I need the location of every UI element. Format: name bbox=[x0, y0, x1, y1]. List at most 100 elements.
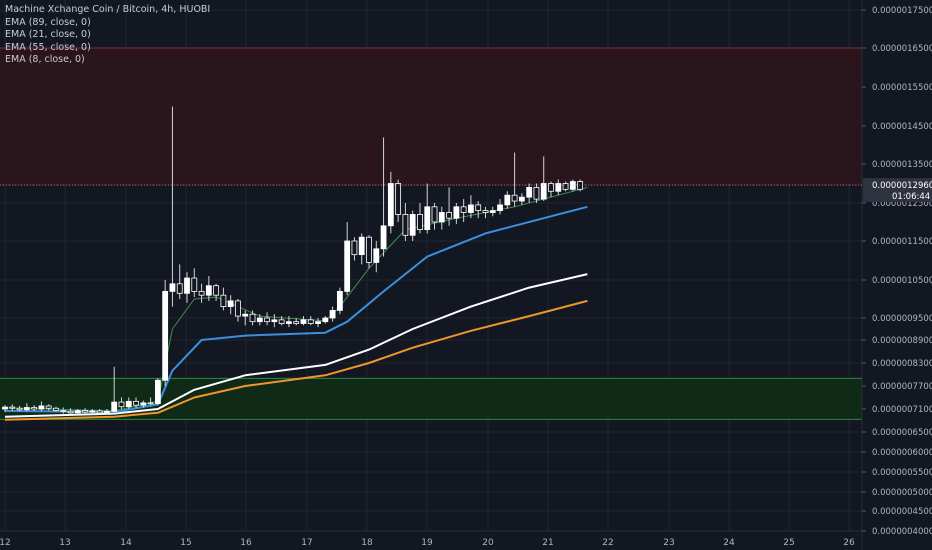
candle-body bbox=[89, 410, 96, 413]
y-tick-label: 0.0000004000 bbox=[872, 527, 932, 537]
candle-body bbox=[82, 410, 88, 413]
candle-body bbox=[387, 183, 394, 227]
candle-body bbox=[104, 410, 110, 414]
candle-body bbox=[431, 206, 438, 223]
candle-body bbox=[169, 283, 176, 292]
candle-body bbox=[235, 300, 241, 317]
x-tick-label: 17 bbox=[301, 538, 312, 548]
candle-body bbox=[111, 401, 118, 412]
candle-body bbox=[482, 210, 489, 213]
x-tick-label: 19 bbox=[421, 538, 433, 548]
y-tick-label: 0.0000007100 bbox=[872, 405, 932, 415]
candle-body bbox=[300, 319, 307, 324]
y-tick-label: 0.0000014500 bbox=[872, 122, 932, 132]
x-tick-label: 13 bbox=[59, 538, 70, 548]
candle-body bbox=[67, 410, 74, 414]
x-tick-label: 25 bbox=[783, 538, 794, 548]
candle-body bbox=[16, 407, 23, 411]
y-tick-label: 0.0000006500 bbox=[872, 428, 932, 438]
y-tick-label: 0.0000017500 bbox=[872, 6, 932, 16]
x-tick-label: 23 bbox=[663, 538, 674, 548]
candle-body bbox=[366, 236, 372, 263]
y-tick-label: 0.0000015500 bbox=[872, 83, 932, 93]
candle-body bbox=[293, 321, 300, 324]
candle-body bbox=[256, 317, 263, 323]
y-tick-label: 0.0000004500 bbox=[872, 507, 932, 517]
legend-ema-21[interactable]: EMA (21, close, 0) bbox=[5, 29, 91, 40]
candle-body bbox=[242, 313, 249, 317]
resistance-zone bbox=[0, 48, 862, 186]
legend-ema-89[interactable]: EMA (89, close, 0) bbox=[5, 16, 91, 28]
y-tick-label: 0.0000012500 bbox=[872, 199, 932, 209]
candle-body bbox=[351, 240, 358, 256]
candle-body bbox=[468, 204, 474, 213]
y-tick-label: 0.0000006000 bbox=[872, 448, 932, 458]
x-tick-label: 18 bbox=[361, 538, 373, 548]
candle-body bbox=[555, 183, 562, 192]
candle-body bbox=[176, 283, 183, 294]
candle-body bbox=[198, 290, 205, 296]
x-tick-label: 16 bbox=[240, 538, 252, 548]
candle-body bbox=[577, 181, 584, 190]
candle-body bbox=[74, 410, 81, 414]
y-tick-label: 0.0000008900 bbox=[872, 336, 932, 346]
candle-body bbox=[220, 294, 227, 308]
candle-body bbox=[336, 290, 343, 311]
candle-body bbox=[395, 183, 402, 215]
candle-body bbox=[322, 317, 329, 323]
candle-body bbox=[249, 313, 256, 323]
support-zone bbox=[0, 378, 862, 420]
x-tick-label: 20 bbox=[482, 538, 494, 548]
y-tick-label: 0.0000011500 bbox=[872, 237, 932, 247]
candle-body bbox=[53, 407, 59, 411]
y-tick-label: 0.0000005500 bbox=[872, 468, 932, 478]
x-tick-label: 15 bbox=[180, 538, 191, 548]
current-price-label: 0.0000012960 bbox=[872, 181, 932, 191]
candle-body bbox=[533, 186, 540, 200]
chart-title[interactable]: Machine Xchange Coin / Bitcoin, 4h, HUOB… bbox=[5, 4, 211, 15]
candle-body bbox=[460, 206, 467, 213]
candle-body bbox=[504, 194, 511, 206]
ema55-line bbox=[4, 273, 588, 418]
candle-body bbox=[526, 186, 533, 198]
candle-body bbox=[31, 407, 38, 410]
candle-body bbox=[315, 321, 321, 324]
y-tick-label: 0.0000005000 bbox=[872, 488, 932, 498]
candle-body bbox=[548, 183, 554, 192]
y-axis[interactable]: 0.0000017500 0.0000016500 0.0000015500 0.00… bbox=[861, 0, 932, 550]
x-axis[interactable]: 12 13 14 15 16 17 18 19 20 21 22 23 24 25 26 bbox=[0, 530, 862, 548]
candle-body bbox=[511, 194, 518, 202]
candle-body bbox=[409, 213, 416, 236]
candle-body bbox=[453, 206, 460, 219]
current-price-tag bbox=[863, 178, 932, 203]
candle-body bbox=[424, 206, 431, 231]
candle-body bbox=[344, 240, 351, 292]
x-tick-label: 24 bbox=[723, 538, 735, 548]
candle-body bbox=[489, 210, 496, 213]
candle-body bbox=[191, 277, 198, 292]
candle-body bbox=[118, 401, 125, 408]
candle-body bbox=[2, 406, 8, 410]
y-tick-label: 0.0000010500 bbox=[872, 276, 932, 286]
candle-body bbox=[60, 410, 67, 412]
candle-body bbox=[227, 300, 234, 307]
candle-body bbox=[438, 212, 445, 223]
candle-body bbox=[38, 405, 45, 410]
legend-ema-8[interactable]: EMA (8, close, 0) bbox=[5, 54, 85, 65]
countdown-label: 01:06:44 bbox=[892, 192, 930, 202]
x-tick-label: 22 bbox=[602, 538, 613, 548]
candle-body bbox=[162, 290, 169, 381]
candle-body bbox=[45, 405, 52, 409]
candle-body bbox=[140, 402, 147, 406]
candle-body bbox=[286, 321, 292, 324]
y-tick-label: 0.0000007700 bbox=[872, 382, 932, 392]
legend-ema-55[interactable]: EMA (55, close, 0) bbox=[5, 41, 91, 53]
candle-body bbox=[278, 319, 285, 324]
candle-body bbox=[147, 402, 154, 405]
candle-body bbox=[475, 204, 482, 211]
x-tick-label: 21 bbox=[542, 538, 553, 548]
candle-body bbox=[540, 183, 547, 200]
candle-body bbox=[271, 319, 278, 323]
